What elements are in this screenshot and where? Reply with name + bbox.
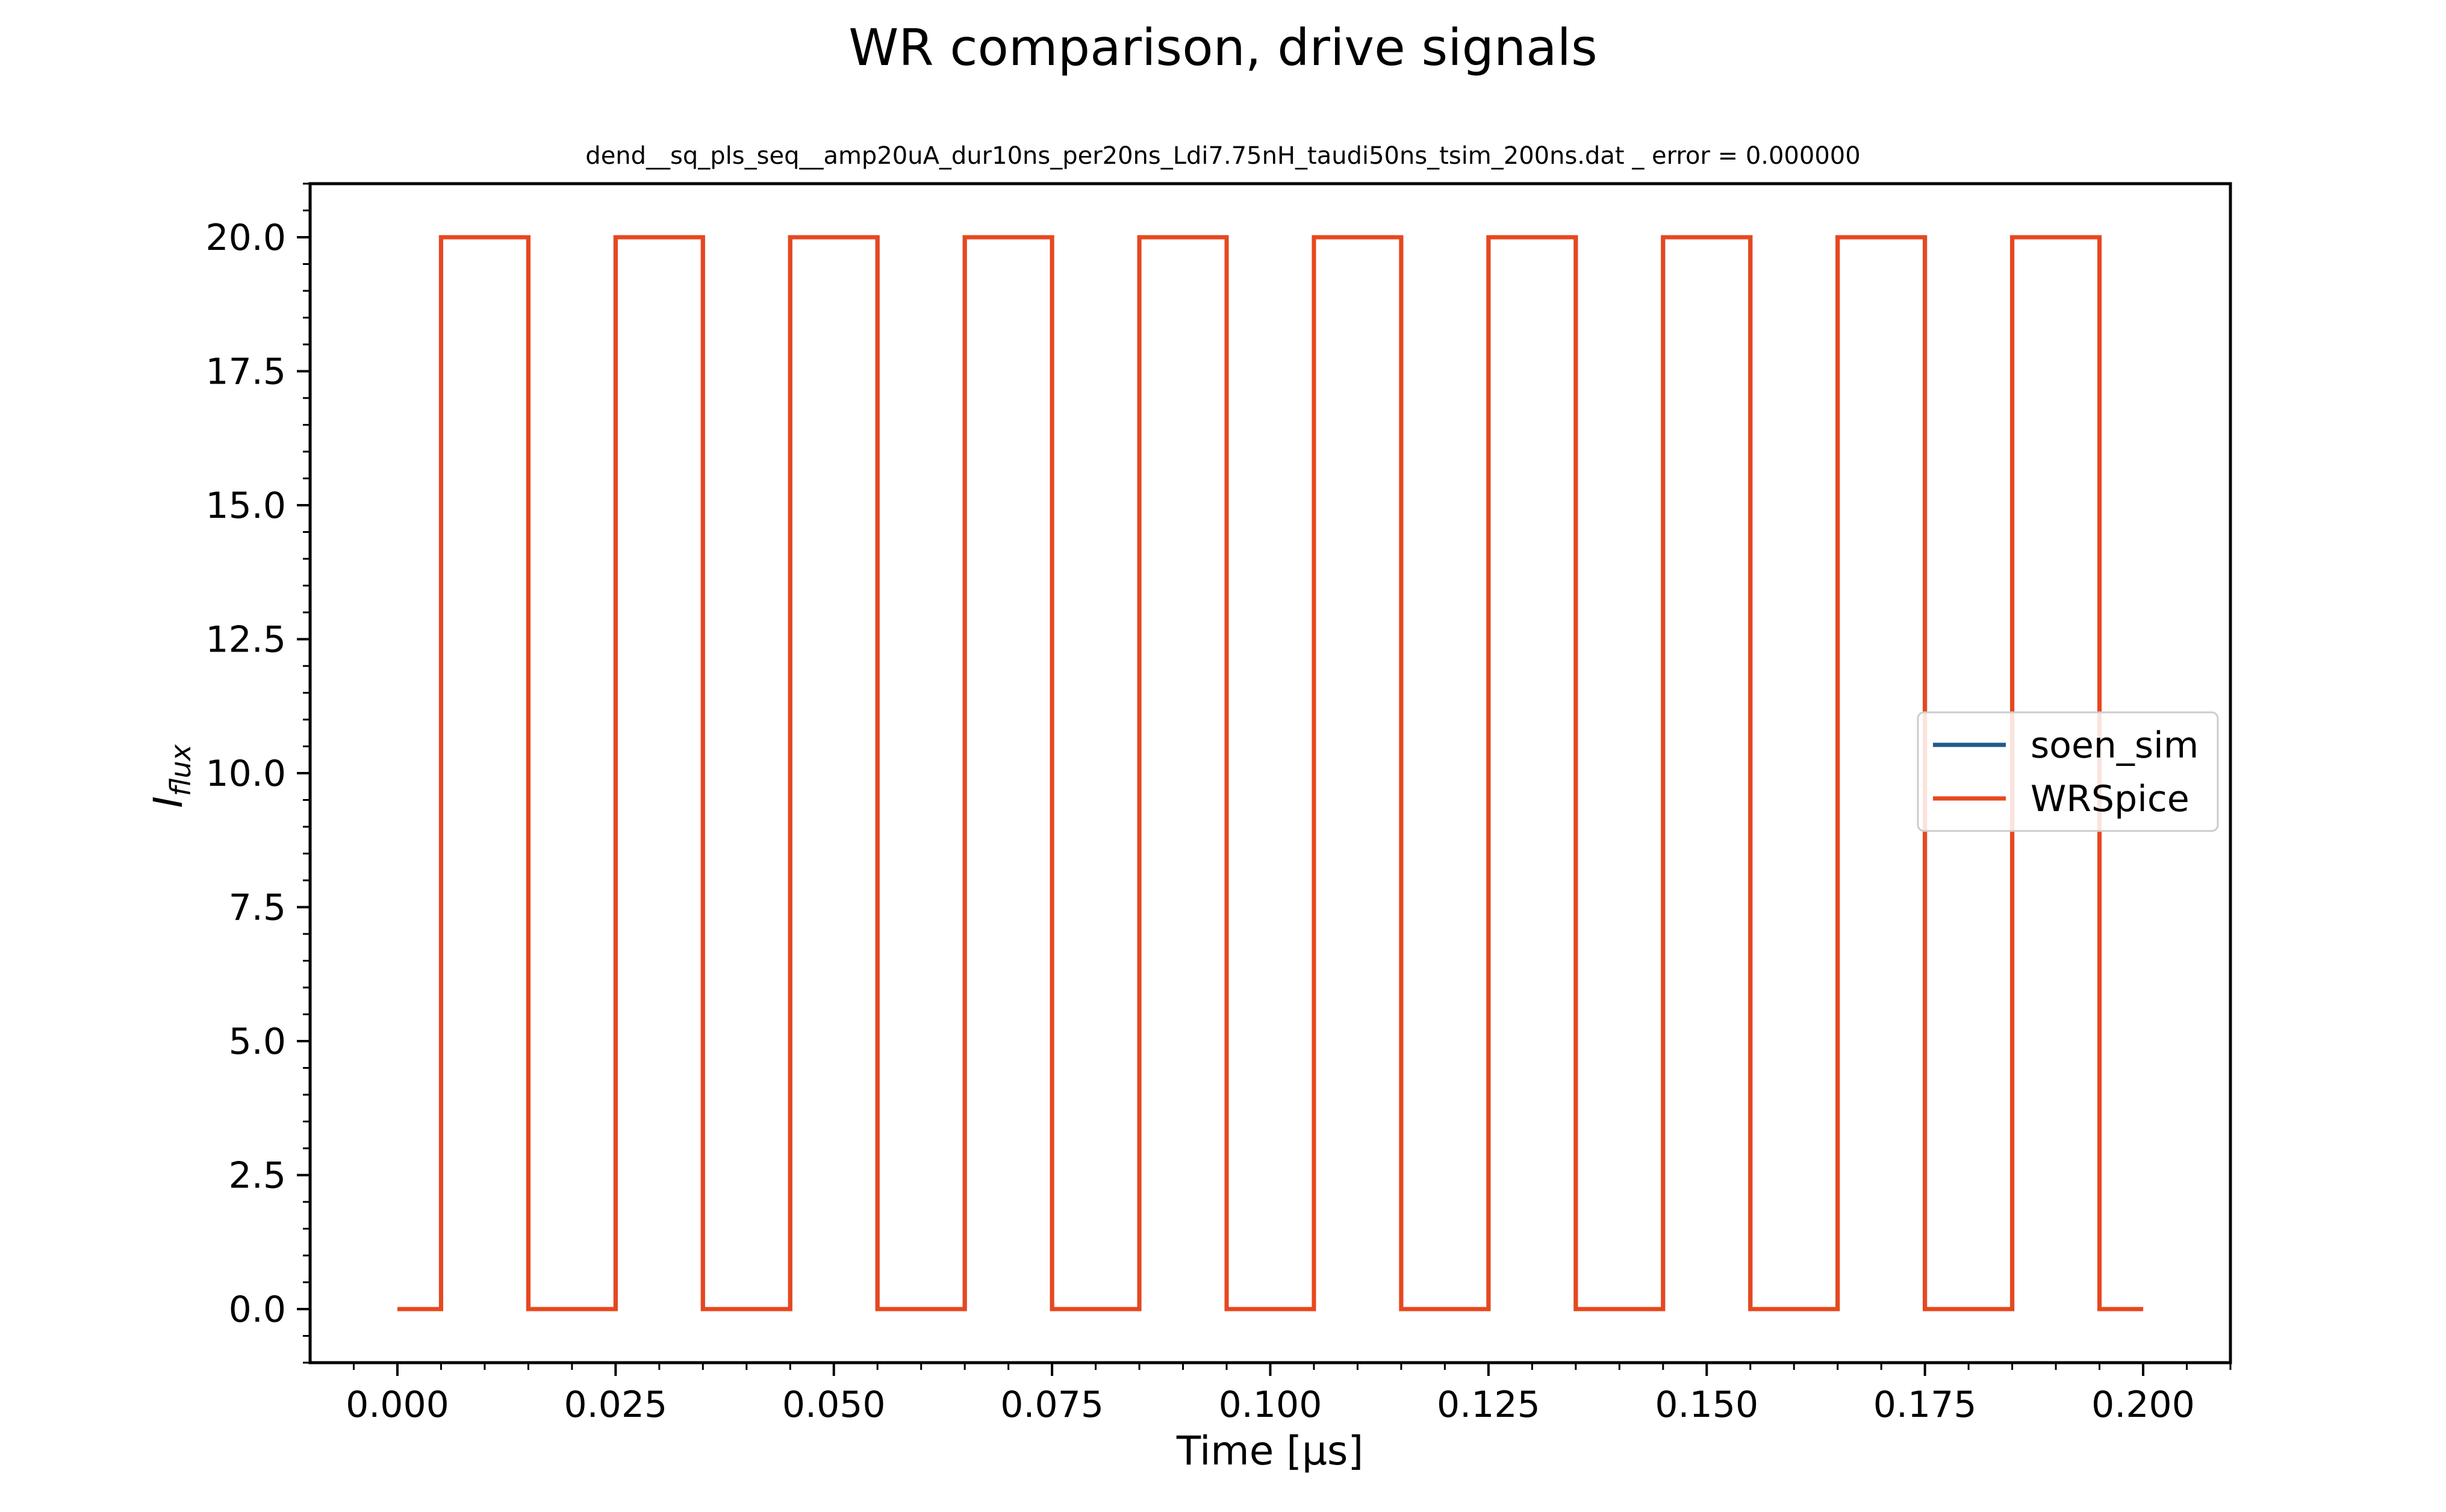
x-tick-label: 0.150 [1655,1384,1758,1426]
x-axis-label: Time [μs] [1176,1428,1363,1474]
x-tick-label: 0.175 [1873,1384,1977,1426]
legend-frame [1917,711,2219,832]
y-axis-label-main: I [145,796,191,807]
legend-label-wrspice: WRSpice [2031,778,2189,820]
x-tick-label: 0.075 [1000,1384,1104,1426]
y-tick-label: 5.0 [229,1021,286,1063]
figure-suptitle: WR comparison, drive signals [848,18,1598,77]
y-tick-label: 7.5 [229,887,286,929]
y-tick-label: 0.0 [229,1289,286,1331]
y-tick-label: 20.0 [205,217,286,259]
y-axis-label: Iflux [145,744,197,807]
x-tick-label: 0.200 [2091,1384,2195,1426]
y-tick-label: 2.5 [229,1155,286,1197]
y-tick-label: 17.5 [205,351,286,393]
x-tick-label: 0.125 [1437,1384,1540,1426]
y-tick-label: 15.0 [205,485,286,527]
legend: soen_sim WRSpice [1917,711,2219,832]
axes-title: dend__sq_pls_seq__amp20uA_dur10ns_per20n… [585,142,1860,170]
series-group [397,235,2144,1311]
x-tick-label: 0.025 [564,1384,667,1426]
y-tick-label: 12.5 [205,619,286,661]
y-axis-label-subscript: flux [164,744,197,796]
legend-label-soen-sim: soen_sim [2031,724,2199,767]
plot-area: 0.000 0.025 0.050 0.075 0.100 0.125 0.150 0.175… [205,182,2232,1426]
x-tick-label: 0.000 [346,1384,449,1426]
x-tick-label: 0.050 [782,1384,886,1426]
y-tick-label: 10.0 [205,753,286,795]
x-tick-label: 0.100 [1219,1384,1322,1426]
series-line-wrspice [397,235,2144,1311]
